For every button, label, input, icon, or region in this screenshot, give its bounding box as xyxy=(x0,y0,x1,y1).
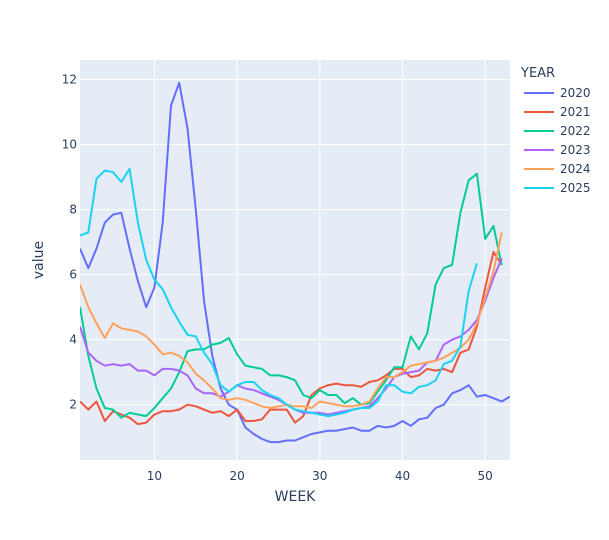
y-tick-label: 8 xyxy=(69,203,77,217)
legend-item-2020[interactable]: 2020 xyxy=(524,86,591,100)
legend-label: 2021 xyxy=(560,105,591,119)
legend-item-2023[interactable]: 2023 xyxy=(524,143,591,157)
legend-title: YEAR xyxy=(520,66,555,81)
legend-item-2025[interactable]: 2025 xyxy=(524,181,591,195)
y-axis-title: value xyxy=(31,241,47,279)
legend-label: 2020 xyxy=(560,86,591,100)
series-line-2021 xyxy=(80,250,503,426)
legend-item-2022[interactable]: 2022 xyxy=(524,124,591,138)
series-line-2022 xyxy=(80,172,503,419)
y-tick-label: 10 xyxy=(62,138,77,152)
legend-label: 2024 xyxy=(560,162,591,176)
x-tick-label: 30 xyxy=(312,469,327,483)
series-line-2024 xyxy=(80,232,503,409)
plot-area xyxy=(80,60,510,460)
y-tick-label: 4 xyxy=(69,333,77,347)
legend-label: 2025 xyxy=(560,181,591,195)
y-tick-label: 12 xyxy=(62,73,77,87)
gridlines xyxy=(80,60,510,460)
series-lines xyxy=(80,81,510,444)
legend-item-2024[interactable]: 2024 xyxy=(524,162,591,176)
legend-item-2021[interactable]: 2021 xyxy=(524,105,591,119)
legend-label: 2022 xyxy=(560,124,591,138)
y-tick-label: 6 xyxy=(69,268,77,282)
x-axis-title: WEEK xyxy=(275,489,317,505)
y-axis-ticks: 2 4 6 8 10 12 xyxy=(62,73,77,412)
series-line-2020 xyxy=(80,81,510,444)
y-tick-label: 2 xyxy=(69,398,77,412)
series-line-2025 xyxy=(80,167,478,418)
x-tick-label: 40 xyxy=(395,469,410,483)
x-tick-label: 20 xyxy=(229,469,244,483)
legend: YEAR 2020 2021 2022 2023 2024 2025 xyxy=(520,66,591,195)
x-tick-label: 50 xyxy=(478,469,493,483)
legend-label: 2023 xyxy=(560,143,591,157)
x-axis-ticks: 10 20 30 40 50 xyxy=(147,469,493,483)
x-tick-label: 10 xyxy=(147,469,162,483)
